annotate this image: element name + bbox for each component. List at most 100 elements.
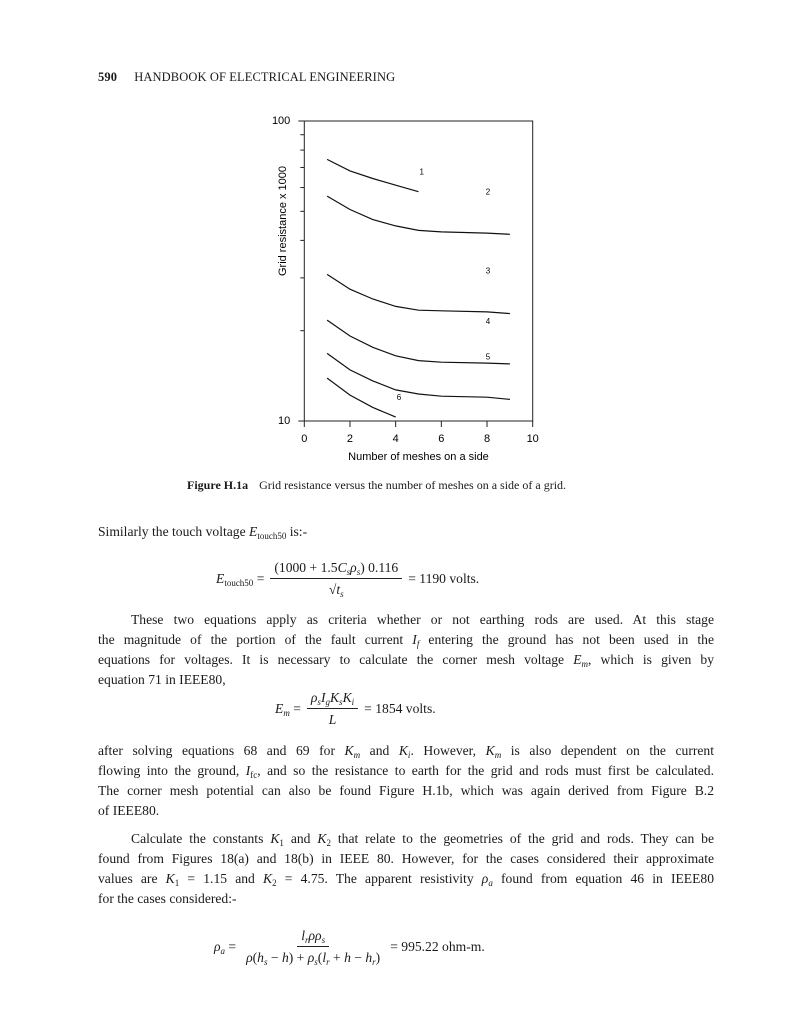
text-run: equation 71 in IEEE80,: [98, 672, 226, 687]
plot-frame: [303, 120, 534, 422]
text-run: (: [317, 950, 323, 965]
denominator: L: [325, 709, 341, 728]
equation-rhs: = 1854 volts.: [364, 701, 436, 717]
figure-caption-text: Grid resistance versus the number of mes…: [259, 478, 567, 492]
math-symbol: Ki: [342, 690, 355, 707]
y-tick-label: 100: [272, 115, 290, 127]
denominator: √ts: [325, 579, 348, 599]
text-run: the magnitude of the portion of the faul…: [98, 632, 413, 647]
math-symbol: ρ: [246, 950, 253, 965]
text-line: Similarly the touch voltage Etouch50 is:…: [98, 524, 714, 541]
math-symbol: Em: [275, 701, 290, 718]
text-run: is also dependent on the current: [501, 743, 714, 758]
text-line: These two equations apply as criteria wh…: [131, 612, 714, 628]
series-label-6: 6: [397, 393, 402, 402]
math-symbol: K2: [317, 831, 331, 848]
text-run: The corner mesh potential can also be fo…: [98, 783, 714, 798]
math-symbol: Em: [573, 652, 589, 669]
math-symbol: Ks: [329, 690, 343, 707]
math-symbol: ts: [336, 582, 344, 599]
series-label-5: 5: [486, 352, 491, 361]
numerator: lrρρs: [297, 928, 330, 947]
x-tick-label: 0: [301, 433, 307, 445]
x-axis-label: Number of meshes on a side: [348, 451, 489, 463]
text-run: of IEEE80.: [98, 803, 160, 818]
text-line: values are K1 = 1.15 and K2 = 4.75. The …: [98, 871, 714, 888]
x-tick-label: 10: [527, 433, 539, 445]
text-run: found from equation 46 in IEEE80: [492, 871, 714, 886]
text-run: ) +: [288, 950, 308, 965]
equation-lhs: ρa =: [214, 939, 237, 956]
math-symbol: lr: [322, 950, 330, 967]
math-symbol: L: [328, 712, 337, 727]
math-symbol: If: [412, 632, 420, 649]
text-run: found from Figures 18(a) and 18(b) in IE…: [98, 851, 714, 866]
grid-resistance-chart: 10 100 0 2 4 6 8 10 Number of meshes on a side Gr…: [272, 115, 539, 463]
text-run: flowing into the ground,: [98, 763, 246, 778]
text-run: ) 0.116: [360, 560, 399, 575]
math-symbol: lr: [301, 928, 309, 945]
text-run: and: [283, 831, 318, 846]
series-line-1: [326, 158, 419, 193]
math-symbol: hr: [365, 950, 376, 967]
fraction: (1000 + 1.5Csρs) 0.116 √ts: [270, 560, 403, 599]
text-line: The corner mesh potential can also be fo…: [98, 783, 714, 799]
text-run: for the cases considered:-: [98, 891, 237, 906]
math-symbol: ρs: [315, 928, 326, 945]
page-number: 590: [98, 70, 118, 84]
math-symbol: Ifc: [245, 763, 258, 780]
math-symbol: Km: [344, 743, 361, 760]
series-label-4: 4: [486, 317, 491, 326]
text-run: =: [253, 571, 265, 586]
text-line: equations for voltages. It is necessary …: [98, 652, 714, 669]
x-tick-label: 4: [393, 433, 399, 445]
figure-caption: Figure H.1a Grid resistance versus the n…: [187, 478, 566, 493]
text-run: values are: [98, 871, 166, 886]
running-header: 590 HANDBOOK OF ELECTRICAL ENGINEERING: [98, 70, 395, 85]
text-run: =: [289, 701, 301, 716]
text-run: equations for voltages. It is necessary …: [98, 652, 574, 667]
math-symbol: ρs: [307, 950, 318, 967]
x-tick-label: 8: [484, 433, 490, 445]
numerator: ρsIgKsKi: [306, 690, 359, 709]
text-line: equation 71 in IEEE80,: [98, 672, 714, 688]
text-run: =: [225, 939, 237, 954]
math-symbol: Etouch50: [216, 571, 254, 588]
math-symbol: Ig: [320, 690, 330, 707]
text-run: (1000 + 1.5: [274, 560, 338, 575]
text-run: Similarly the touch voltage: [98, 524, 250, 539]
denominator: ρ(hs − h) + ρs(lr + h − hr): [242, 947, 384, 967]
text-line: found from Figures 18(a) and 18(b) in IE…: [98, 851, 714, 867]
equation-rhs: = 995.22 ohm-m.: [390, 939, 485, 955]
fraction: ρsIgKsKi L: [306, 690, 359, 728]
text-run: −: [267, 950, 282, 965]
text-run: (: [252, 950, 258, 965]
math-symbol: Km: [485, 743, 502, 760]
text-run: Calculate the constants: [131, 831, 271, 846]
text-run: . However,: [410, 743, 486, 758]
math-symbol: K2: [263, 871, 277, 888]
series-line-2: [326, 195, 510, 235]
math-symbol: ρs: [310, 690, 321, 707]
y-tick-label: 10: [278, 415, 290, 427]
x-tick-label: 6: [438, 433, 444, 445]
math-symbol: ρa: [214, 939, 226, 956]
running-title: HANDBOOK OF ELECTRICAL ENGINEERING: [134, 70, 396, 84]
text-run: , and so the resistance to earth for the…: [257, 763, 714, 778]
series-line-3: [326, 273, 510, 315]
equation-apparent-resistivity: ρa = lrρρs ρ(hs − h) + ρs(lr + h − hr) = 99…: [214, 928, 485, 967]
series-label-3: 3: [486, 267, 491, 276]
text-line: flowing into the ground, Ifc, and so the…: [98, 763, 714, 780]
series-line-6: [326, 377, 396, 418]
figure-label: Figure H.1a: [187, 478, 249, 492]
numerator: (1000 + 1.5Csρs) 0.116: [270, 560, 403, 579]
text-run: , which is given by: [588, 652, 714, 667]
math-symbol: Etouch50: [249, 524, 287, 541]
equation-touch-voltage: Etouch50 = (1000 + 1.5Csρs) 0.116 √ts = 119…: [216, 560, 479, 599]
math-symbol: K1: [165, 871, 180, 888]
math-symbol: hs: [257, 950, 268, 967]
math-symbol: ρ: [308, 928, 316, 943]
text-run: entering the ground has not been used in…: [419, 632, 714, 647]
text-run: is:-: [286, 524, 308, 539]
equation-lhs: Em =: [275, 701, 301, 718]
